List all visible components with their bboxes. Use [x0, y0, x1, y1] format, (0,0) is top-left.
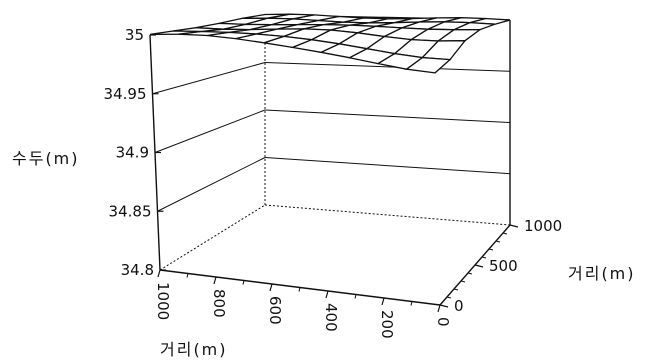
y-minor-tick	[488, 248, 494, 251]
y-axis-ticks: 0 500 1000	[439, 217, 562, 315]
y-minor-tick	[467, 272, 473, 275]
x-tick-label: 1000	[154, 282, 172, 320]
x-tick-mark	[269, 283, 273, 292]
x-tick-mark	[213, 276, 217, 285]
y-minor-tick	[495, 240, 501, 243]
x-tick-label: 800	[210, 289, 228, 318]
z-grid-line	[264, 157, 511, 175]
y-minor-tick	[460, 280, 466, 283]
x-tick-mark	[325, 290, 329, 299]
y-tick-mark	[439, 304, 449, 308]
x-axis-label: 거리(m)	[160, 340, 228, 359]
z-grid-line	[154, 109, 266, 153]
x-axis-ticks: 1000 800 600 400 200 0	[154, 269, 452, 339]
y-tick-mark	[474, 264, 484, 268]
z-tick-label: 35	[125, 26, 144, 44]
z-grid-line	[264, 62, 511, 72]
z-axis-label: 수두(m)	[12, 149, 80, 168]
x-tick-mark	[437, 304, 441, 313]
box-frame	[149, 14, 511, 306]
z-tick-label: 34.8	[121, 261, 154, 279]
x-minor-tick	[298, 287, 301, 292]
z-grid-line	[152, 62, 266, 95]
box-hidden-edges	[159, 15, 511, 271]
x-tick-mark	[157, 269, 161, 278]
y-tick-label: 500	[489, 257, 518, 275]
x-tick-mark	[381, 297, 385, 306]
x-tick-label: 600	[266, 296, 284, 325]
x-tick-label: 200	[378, 310, 396, 339]
z-axis-ticks: 35 34.95 34.9 34.85 34.8	[104, 26, 166, 279]
y-tick-mark	[509, 224, 519, 228]
y-minor-tick	[453, 288, 459, 291]
y-minor-tick	[502, 232, 508, 235]
z-grid-line	[264, 109, 511, 123]
z-tick-label: 34.95	[104, 85, 147, 103]
x-minor-tick	[186, 273, 189, 278]
z-gridlines	[152, 62, 511, 212]
z-tick-label: 34.9	[116, 144, 149, 162]
x-tick-label: 0	[434, 317, 452, 327]
y-minor-tick	[481, 256, 487, 259]
y-tick-label: 0	[454, 297, 464, 315]
surface-mesh	[149, 13, 511, 74]
y-tick-label: 1000	[524, 217, 562, 235]
x-minor-tick	[242, 280, 245, 285]
z-grid-line	[157, 157, 266, 212]
x-minor-tick	[410, 301, 413, 306]
x-minor-tick	[354, 294, 357, 299]
surface-cell	[149, 30, 201, 36]
y-minor-tick	[446, 296, 452, 299]
z-tick-label: 34.85	[109, 202, 152, 220]
frame-hidden-bottom-left	[159, 204, 266, 271]
y-axis-label: 거리(m)	[568, 264, 636, 283]
frame-hidden-bottom-back	[264, 204, 511, 226]
x-tick-label: 400	[322, 303, 340, 332]
